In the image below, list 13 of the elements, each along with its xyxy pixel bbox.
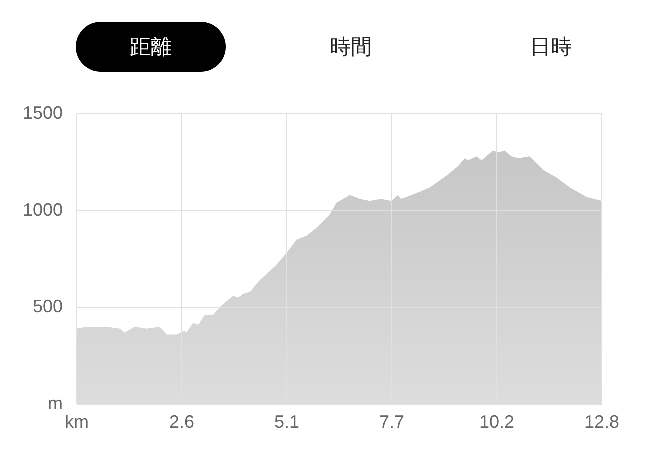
x-tick-label: 2.6 <box>169 412 195 432</box>
x-tick-label: km <box>65 412 89 432</box>
text: 時間 <box>329 34 373 61</box>
text: 距離 <box>76 22 226 72</box>
y-tick-label: 1000 <box>22 200 63 220</box>
x-tick-label: 12.8 <box>584 412 620 432</box>
y-tick-label: 1500 <box>22 102 63 123</box>
x-tick-label: 7.7 <box>379 412 405 432</box>
y-tick-label: m <box>48 393 63 414</box>
x-tick-label: 5.1 <box>274 412 300 432</box>
y-tick-label: 500 <box>32 296 63 317</box>
text: 日時 <box>529 34 573 61</box>
x-tick-label: 10.2 <box>479 412 515 432</box>
